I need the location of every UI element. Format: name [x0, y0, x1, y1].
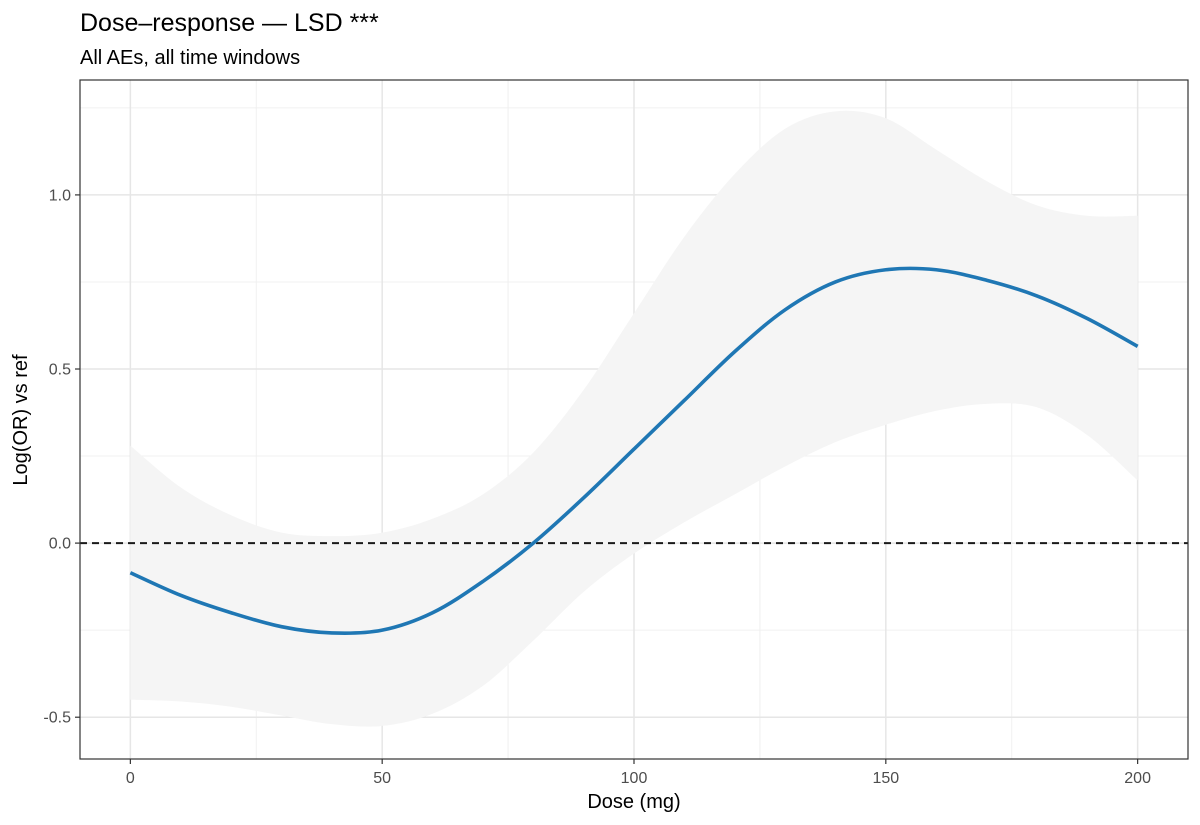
x-tick-label: 0 — [126, 770, 135, 787]
y-tick-label: 0.0 — [49, 536, 71, 553]
confidence-ribbons — [130, 110, 1138, 727]
y-tick-label: 1.0 — [49, 187, 71, 204]
y-tick-label: 0.5 — [49, 362, 71, 379]
y-axis-title: Log(OR) vs ref — [10, 354, 32, 486]
x-axis: 0 50 100 150 200 — [126, 759, 1151, 787]
x-tick-label: 150 — [872, 770, 899, 787]
x-tick-label: 200 — [1124, 770, 1151, 787]
x-axis-title: Dose (mg) — [587, 791, 680, 813]
series-lines — [129, 266, 1139, 636]
y-tick-label: -0.5 — [43, 710, 71, 727]
series-line — [129, 266, 1139, 636]
chart-title: Dose–response — LSD *** — [80, 9, 379, 37]
chart-subtitle: All AEs, all time windows — [80, 47, 300, 69]
y-axis: -0.5 0.0 0.5 1.0 — [43, 187, 80, 727]
x-tick-label: 50 — [373, 770, 391, 787]
confidence-ribbon — [130, 110, 1138, 727]
x-tick-label: 100 — [621, 770, 648, 787]
